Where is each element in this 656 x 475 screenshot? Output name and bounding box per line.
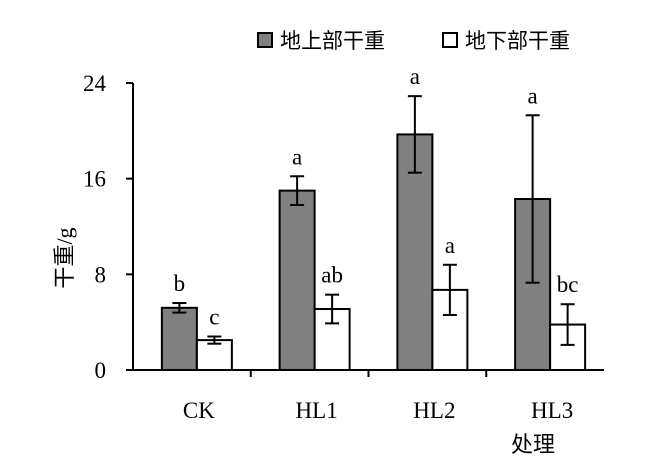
x-tick-label: HL3	[531, 398, 573, 423]
x-tick-label: HL1	[296, 398, 338, 423]
significance-label: a	[528, 83, 538, 108]
legend-label: 地上部干重	[280, 29, 385, 53]
legend-label: 地下部干重	[465, 29, 570, 53]
legend-swatch	[442, 32, 458, 48]
significance-label: c	[209, 305, 219, 330]
significance-label: a	[292, 144, 302, 169]
y-tick-label: 0	[95, 358, 107, 383]
significance-label: b	[174, 271, 186, 296]
y-tick-label: 24	[83, 71, 107, 96]
significance-label: ab	[321, 263, 343, 288]
bar-aboveground	[160, 306, 198, 372]
y-tick-label: 8	[95, 262, 107, 287]
significance-label: a	[445, 233, 455, 258]
significance-label: bc	[557, 272, 579, 297]
x-axis-title: 处理	[511, 432, 555, 457]
y-axis-title: 干重/g	[52, 227, 77, 288]
y-axis: 0 8 16 24	[83, 71, 134, 383]
bars: b a a a c ab a bc	[160, 64, 587, 372]
x-axis: CK HL1 HL2 HL3	[133, 369, 604, 423]
bar-aboveground	[278, 189, 316, 371]
x-tick-label: CK	[183, 398, 215, 423]
x-tick-label: HL2	[413, 398, 455, 423]
legend-swatch	[257, 32, 273, 48]
legend: 地上部干重 地下部干重	[257, 29, 570, 53]
significance-label: a	[410, 64, 420, 89]
y-tick-label: 16	[83, 167, 106, 192]
